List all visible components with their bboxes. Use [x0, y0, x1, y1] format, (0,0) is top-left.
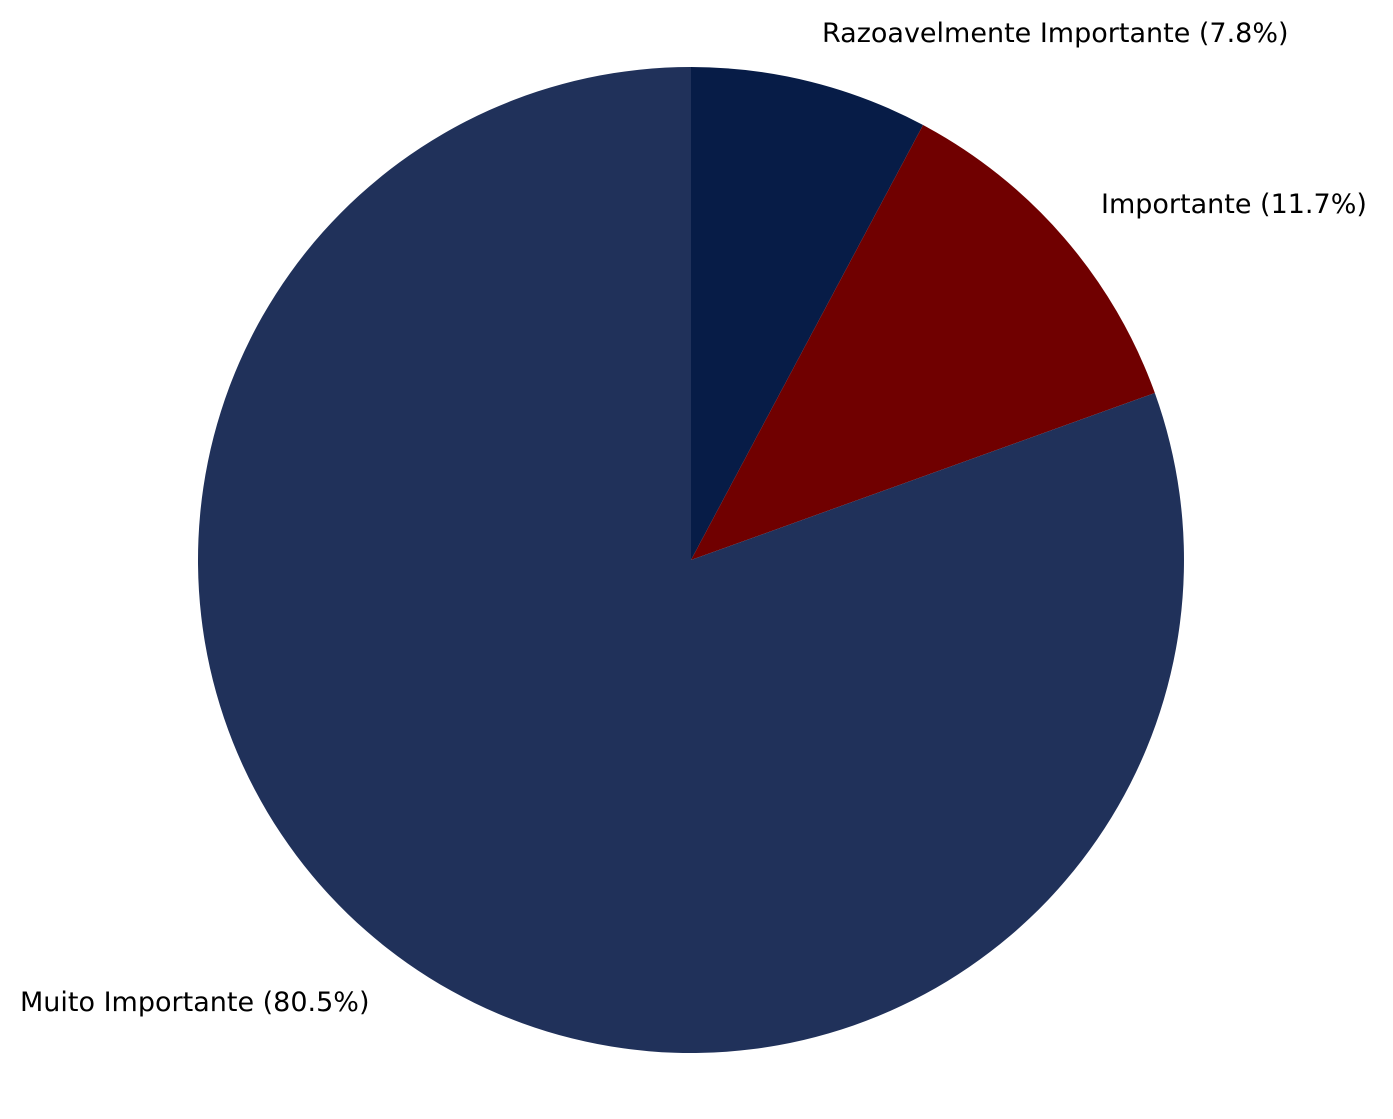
slice-label-muito-importante: Muito Importante (80.5%) — [20, 987, 369, 1018]
slice-label-importante: Importante (11.7%) — [1101, 189, 1367, 220]
pie-slice-razoavelmente-importante — [691, 67, 924, 560]
pie-slice-importante — [691, 125, 1155, 560]
pie-slices — [197, 67, 1184, 1053]
pie-slice-muito-importante — [197, 67, 1184, 1053]
slice-label-razoavelmente-importante: Razoavelmente Importante (7.8%) — [822, 18, 1289, 49]
pie-labels: Razoavelmente Importante (7.8%) Importan… — [20, 18, 1367, 1018]
